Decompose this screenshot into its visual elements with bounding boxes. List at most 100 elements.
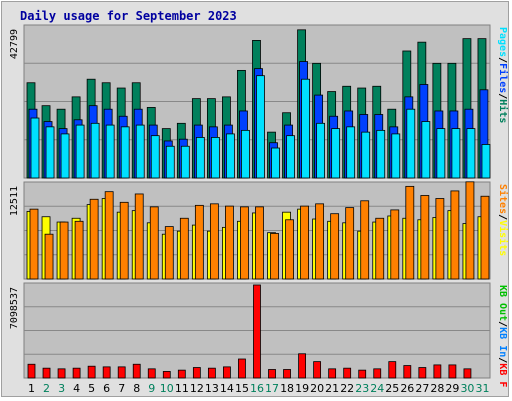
kbytes-bar — [42, 367, 51, 379]
legend-separator: / — [497, 93, 508, 99]
day-label: 15 — [235, 382, 249, 395]
sites-bar — [360, 200, 370, 280]
day-label: 9 — [148, 382, 155, 395]
pages-bar — [271, 147, 280, 179]
sites-bar — [240, 206, 249, 280]
sites-bar — [420, 195, 430, 280]
sites-bar — [315, 203, 325, 280]
pages-bar — [165, 145, 175, 179]
sites-bar — [134, 193, 144, 280]
pages-bar — [75, 124, 85, 179]
pages-bar — [451, 128, 461, 179]
sites-bar — [450, 190, 460, 280]
day-label: 4 — [73, 382, 80, 395]
day-label: 31 — [475, 382, 489, 395]
pages-bar — [301, 78, 310, 179]
sites-bar — [164, 226, 174, 280]
pages-bar — [421, 121, 431, 179]
pages-bar — [481, 144, 491, 179]
legend-separator: / — [497, 57, 508, 63]
kbytes-bar — [343, 367, 352, 379]
pages-bar — [286, 135, 295, 179]
pages-bar — [105, 124, 115, 179]
kbytes-bar — [162, 371, 171, 379]
kbytes-bar — [313, 361, 322, 379]
panel-2-max-label: 12511 — [9, 186, 20, 216]
kbytes-bar — [418, 367, 427, 379]
sites-bar — [225, 205, 234, 280]
day-label: 2 — [43, 382, 50, 395]
day-label: 12 — [190, 382, 204, 395]
sites-bar — [330, 213, 340, 280]
day-label: 10 — [160, 382, 174, 395]
legend-kb-f: KB F — [497, 363, 508, 387]
pages-bar — [45, 126, 55, 179]
day-label: 7 — [118, 382, 125, 395]
legend-separator: / — [497, 357, 508, 363]
pages-bar — [376, 129, 386, 179]
pages-bar — [436, 128, 446, 179]
day-label: 22 — [340, 382, 354, 395]
day-label: 13 — [205, 382, 219, 395]
kbytes-bar — [283, 369, 291, 379]
kbytes-bar — [433, 364, 442, 379]
pages-bar — [226, 133, 235, 179]
day-label: 1 — [28, 382, 35, 395]
day-label: 28 — [430, 382, 444, 395]
day-label: 21 — [325, 382, 339, 395]
day-label: 6 — [103, 382, 110, 395]
sites-bar — [375, 217, 385, 280]
sites-bar — [465, 181, 475, 280]
kbytes-bar — [147, 368, 156, 379]
panel-1-max-label: 42799 — [9, 29, 20, 59]
legend-kb-out: KB Out — [497, 285, 508, 321]
kbytes-bar — [207, 367, 216, 379]
sites-bar — [255, 206, 264, 280]
kbytes-bar — [132, 363, 141, 379]
pages-bar — [195, 137, 205, 179]
kbytes-bar — [253, 284, 261, 379]
kbytes-bar — [373, 368, 382, 379]
daily-usage-chart: Daily usage for September 2023 42799 Page… — [9, 9, 509, 395]
sites-bar — [270, 233, 279, 280]
day-label: 5 — [88, 382, 95, 395]
kbytes-bar — [238, 358, 246, 379]
sites-bar — [405, 185, 415, 280]
kbytes-bar — [27, 363, 36, 379]
sites-bar — [209, 203, 219, 280]
legend-separator: / — [497, 321, 508, 327]
day-label: 29 — [445, 382, 459, 395]
pages-bar — [135, 124, 145, 179]
sites-bar — [300, 205, 309, 280]
kbytes-bar — [388, 361, 397, 379]
day-label: 26 — [400, 382, 414, 395]
legend-sites: Sites — [497, 184, 509, 214]
day-label: 16 — [250, 382, 264, 395]
sites-bar — [285, 219, 294, 280]
sites-bar — [29, 208, 39, 280]
legend-separator: / — [497, 214, 508, 220]
day-label: 11 — [175, 382, 189, 395]
kbytes-bar — [117, 366, 126, 379]
pages-bar — [466, 128, 476, 179]
sites-bar — [390, 209, 400, 280]
day-label: 23 — [355, 382, 369, 395]
sites-bar — [435, 198, 445, 280]
kbytes-bar — [72, 367, 81, 379]
pages-bar — [316, 122, 326, 179]
day-label: 30 — [460, 382, 474, 395]
day-label: 24 — [370, 382, 384, 395]
kbytes-bar — [463, 368, 472, 379]
panel-2-legend: Sites/Visits — [497, 184, 509, 256]
kbytes-bar — [192, 367, 201, 379]
sites-bar — [44, 233, 54, 280]
day-label: 8 — [133, 382, 140, 395]
sites-bar — [74, 220, 84, 280]
day-label: 14 — [220, 382, 234, 395]
pages-bar — [30, 117, 40, 179]
sites-bar — [59, 221, 69, 280]
pages-bar — [90, 122, 100, 179]
sites-bar — [104, 191, 114, 280]
legend-visits: Visits — [497, 220, 509, 256]
pages-bar — [180, 145, 190, 179]
